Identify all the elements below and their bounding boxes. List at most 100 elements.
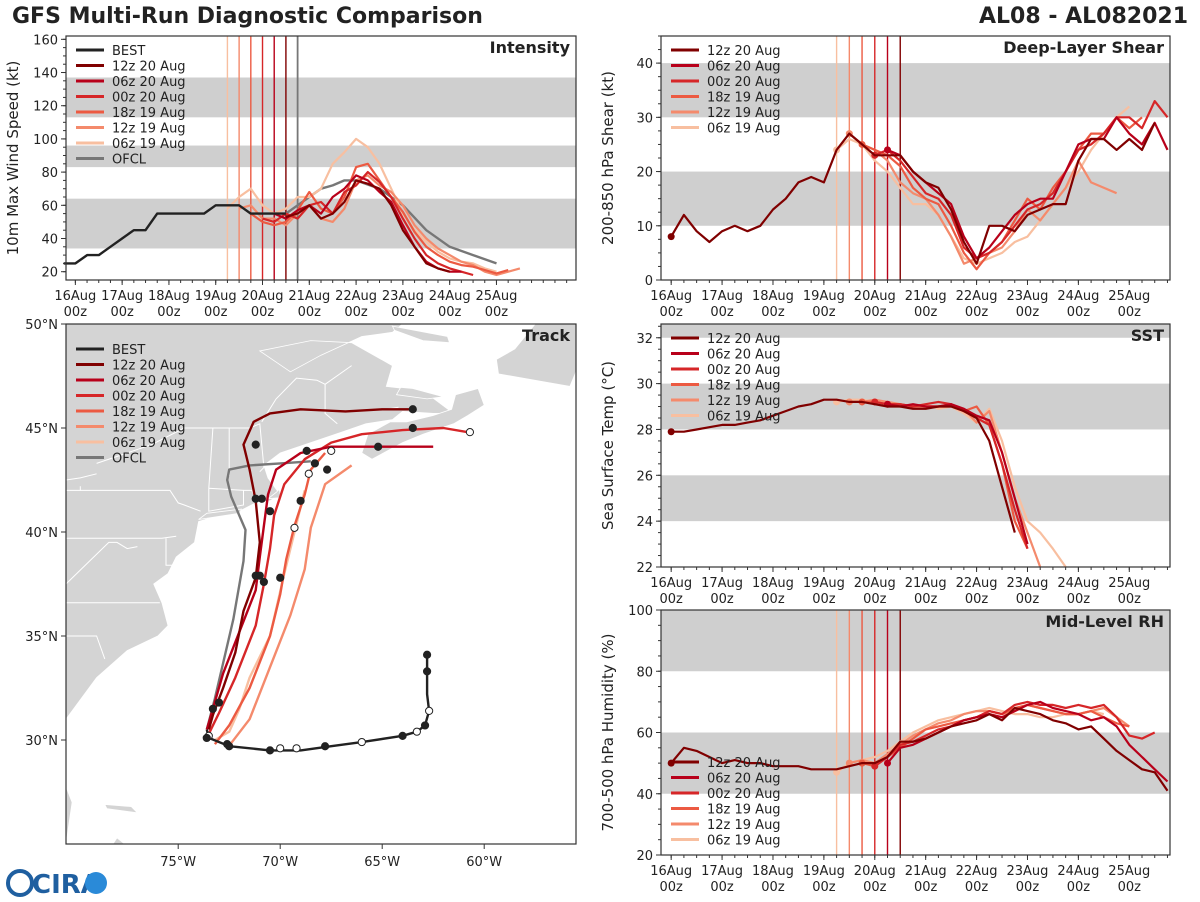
rh-ytick-label: 60 [636, 727, 653, 742]
intensity-ytick-label: 40 [41, 233, 58, 248]
rh-ytick-label: 40 [636, 788, 653, 803]
shear-series-06z-20-aug [887, 116, 1169, 260]
border-line [66, 486, 81, 491]
sst-ytick-label: 28 [636, 423, 653, 438]
intensity-band [66, 198, 576, 249]
track-legend-label: 12z 19 Aug [112, 421, 186, 436]
sst-band [661, 324, 1170, 338]
intensity-ytick-label: 20 [41, 266, 58, 281]
rh-ytick-label: 20 [636, 849, 653, 864]
logo-swirl-icon [6, 869, 34, 897]
track-position-marker [302, 446, 311, 455]
track-position-marker [296, 496, 305, 505]
track-legend-label: 18z 19 Aug [112, 405, 186, 420]
rh-xtick-label: 00z [1016, 880, 1040, 895]
track-00z-20-aug [207, 426, 469, 735]
land-polygon [495, 324, 576, 387]
shear-title: Deep-Layer Shear [1003, 38, 1164, 57]
rh-series-00z-20-aug [874, 700, 1156, 768]
shear-init-point [667, 233, 675, 241]
shear-init-point [884, 146, 892, 154]
rh-xtick-label: 21Aug [905, 864, 947, 879]
track-position-marker [290, 523, 299, 532]
shear-xtick-label: 18Aug [752, 289, 794, 304]
sst-series-18z-19-aug [862, 400, 1029, 550]
intensity-series-18z-19-aug [250, 162, 509, 275]
sst-series-06z-19-aug [836, 398, 1067, 568]
rh-ytick-label: 100 [628, 604, 653, 619]
track-position-marker [223, 740, 232, 749]
rh-frame [660, 609, 1171, 856]
intensity-xtick-label: 23Aug [382, 289, 424, 304]
rh-xtick-label: 00z [1118, 880, 1142, 895]
rh-xtick-label: 00z [710, 880, 734, 895]
sst-chart: 22242628303216Aug00z17Aug00z18Aug00z19Au… [599, 323, 1171, 607]
track-position-marker [420, 721, 430, 730]
intensity-xtick-label: 00z [298, 305, 322, 320]
rh-init-point [871, 762, 879, 770]
rh-xtick-label: 19Aug [803, 864, 845, 879]
rh-xtick-label: 00z [659, 880, 683, 895]
logo-globe-icon [85, 872, 107, 894]
track-legend-label: 06z 20 Aug [112, 374, 186, 389]
track-position-marker [412, 727, 421, 736]
land-polygon [391, 325, 451, 344]
track-xtick-label: 65°W [364, 855, 400, 870]
sst-init-point [858, 398, 866, 406]
rh-series-12z-20-aug [670, 706, 1169, 792]
figure-title: GFS Multi-Run Diagnostic Comparison [12, 4, 483, 29]
sst-series-06z-20-aug [887, 403, 1029, 545]
track-position-marker [357, 737, 366, 747]
track-position-marker [276, 744, 285, 753]
sst-ytick-label: 24 [636, 515, 653, 530]
track-best [205, 654, 431, 752]
intensity-xtick-label: 00z [251, 305, 275, 320]
sst-title: SST [1131, 326, 1164, 345]
sst-ytick-label: 32 [636, 332, 653, 347]
shear-ylabel: 200-850 hPa Shear (kt) [599, 71, 617, 245]
land-polygon [361, 388, 485, 460]
track-ofcl [205, 460, 311, 730]
track-position-marker [408, 405, 417, 414]
shear-xtick-label: 00z [1118, 305, 1142, 320]
sst-init-point [871, 398, 879, 406]
track-position-marker [276, 573, 285, 582]
shear-band [661, 171, 1170, 226]
sst-plot-bg [661, 324, 1170, 567]
shear-xtick-label: 00z [1067, 305, 1091, 320]
shear-xtick-label: 23Aug [1007, 289, 1049, 304]
rh-init-point [833, 768, 841, 776]
intensity-xtick-label: 20Aug [242, 289, 284, 304]
intensity-legend-label: 12z 20 Aug [112, 60, 186, 75]
sst-series-12z-19-aug [849, 398, 1042, 568]
shear-band [661, 63, 1170, 118]
shear-series-18z-19-aug [861, 116, 1143, 271]
sst-xtick-label: 00z [863, 592, 887, 607]
track-position-marker [251, 440, 260, 449]
sst-series-12z-20-aug [671, 398, 1016, 533]
intensity-xtick-label: 00z [110, 305, 134, 320]
intensity-ytick-label: 140 [33, 67, 58, 82]
intensity-legend-label: 00z 20 Aug [112, 91, 186, 106]
border-line [80, 489, 201, 512]
border-line [324, 365, 352, 385]
sst-legend-label: 12z 20 Aug [707, 332, 781, 347]
sst-xtick-label: 16Aug [650, 576, 692, 591]
sst-xtick-label: 20Aug [854, 576, 896, 591]
shear-init-point [871, 151, 879, 159]
border-line [261, 377, 338, 425]
sst-xtick-label: 00z [710, 592, 734, 607]
rh-xtick-label: 00z [1067, 880, 1091, 895]
intensity-xtick-label: 00z [64, 305, 88, 320]
track-chart: 75°W 70°W 65°W 60°W 30°N 35°N 40°N 45°N 50°N Trac… [25, 318, 577, 870]
rh-series-12z-19-aug [849, 703, 1130, 765]
intensity-series-ofcl [285, 179, 497, 265]
intensity-ytick-label: 120 [33, 100, 58, 115]
intensity-xtick-label: 19Aug [195, 289, 237, 304]
sst-legend-label: 06z 19 Aug [707, 410, 781, 425]
shear-xtick-label: 25Aug [1108, 289, 1150, 304]
rh-xtick-label: 22Aug [956, 864, 998, 879]
land-polygon [112, 837, 126, 844]
sst-xtick-label: 00z [1118, 592, 1142, 607]
sst-xtick-label: 00z [761, 592, 785, 607]
